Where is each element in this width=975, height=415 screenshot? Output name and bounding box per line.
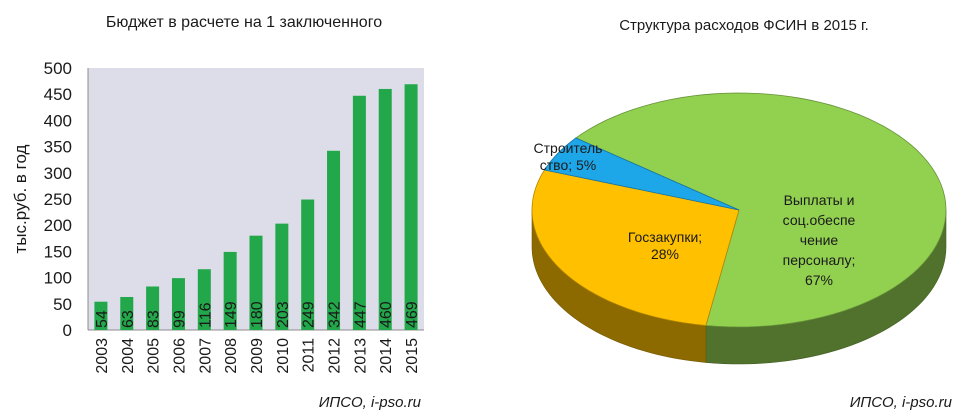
bar [197,269,211,330]
bar [327,150,341,330]
y-tick-label: 300 [44,164,72,183]
bar-data-label: 342 [327,301,344,328]
bar [146,286,160,330]
pie-chart-title: Структура расходов ФСИН в 2015 г. [619,17,869,34]
bar-data-label: 469 [404,301,421,328]
bar [352,95,366,330]
bar-data-label: 63 [120,310,137,328]
x-tick-label: 2006 [171,338,188,374]
bar [120,296,134,330]
y-tick-label: 200 [44,216,72,235]
y-tick-label: 450 [44,85,72,104]
x-tick-label: 2004 [120,338,137,374]
pie-slice-label: персоналу; [783,252,856,268]
bar-data-labels: 54 63 83 99 116 149 180 203 249 342 447 460 469 [94,301,421,328]
bar-data-label: 99 [171,310,188,328]
y-tick-label: 150 [44,242,72,261]
bar-chart-source: ИПСО, i-pso.ru [319,394,422,411]
x-tick-label: 2015 [404,338,421,374]
y-tick-label: 350 [44,138,72,157]
bars [94,84,418,331]
y-tick-label: 400 [44,111,72,130]
pie-chart: Структура расходов ФСИН в 2015 г. Выплат… [531,17,953,411]
pie-slice [531,169,740,326]
y-tick-label: 50 [53,295,72,314]
y-tick-labels: 0 50 100 150 200 250 300 350 400 450 500 [44,59,72,340]
pie-slice-label: Госзакупки; [628,229,702,245]
x-tick-label: 2008 [223,338,240,374]
bar-data-label: 460 [378,301,395,328]
bar-data-label: 54 [94,310,111,328]
x-tick-label: 2007 [197,338,214,374]
pie-slice-label: 67% [805,272,833,288]
x-tick-label: 2014 [378,338,395,374]
pie-slice-label: ство; 5% [540,157,597,173]
x-tick-label: 2005 [146,338,163,374]
x-tick-label: 2012 [327,338,344,374]
bar-data-label: 180 [249,301,266,328]
pie-slice [543,137,740,211]
bar [301,199,315,330]
bar [404,84,418,330]
y-tick-label: 250 [44,190,72,209]
bar [275,223,289,330]
y-tick-label: 0 [63,321,72,340]
pie-chart-source: ИПСО, i-pso.ru [850,394,953,411]
bar-data-label: 83 [146,310,163,328]
pie-slices [531,92,947,328]
x-tick-labels: 2003 2004 2005 2006 2007 2008 2009 2010 2011 2012… [94,338,421,374]
x-tick-label: 2013 [352,338,369,374]
pie-slice-label: 28% [651,246,679,262]
pie-slice-label: Строитель [534,140,603,156]
pie-slice-labels: Выплаты и соц.обеспе чение персоналу; 67% Гос… [534,140,856,288]
pie-slice-label: соц.обеспе [783,212,856,228]
bar [223,251,237,330]
x-tick-label: 2009 [249,338,266,374]
bar [378,88,392,331]
bar [249,235,263,330]
bar-data-label: 203 [275,301,292,328]
bar [171,278,185,330]
x-tick-label: 2003 [94,338,111,374]
y-tick-label: 500 [44,59,72,78]
bar [94,301,108,330]
x-tick-label: 2011 [301,338,318,373]
bar-chart-title: Бюджет в расчете на 1 заключенного [106,14,382,31]
pie-slice [575,92,947,328]
bar-data-label: 116 [197,302,214,328]
y-tick-label: 100 [44,269,72,288]
pie-slice-label: Выплаты и [784,192,855,208]
bar-chart: Бюджет в расчете на 1 заключенного тыс.р… [11,14,424,411]
bar-data-label: 149 [223,301,240,328]
bar-data-label: 447 [352,301,369,328]
bar-data-label: 249 [301,301,318,328]
x-tick-label: 2010 [275,338,292,374]
y-axis-label: тыс.руб. в год [11,144,30,253]
pie-slice-label: чение [800,232,839,248]
